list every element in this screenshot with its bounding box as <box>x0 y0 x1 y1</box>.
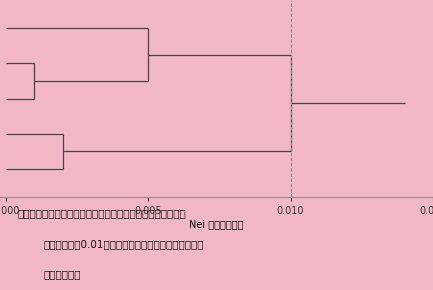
Text: されている）: されている） <box>43 270 81 280</box>
X-axis label: Nei の遠伝的距離: Nei の遠伝的距離 <box>189 219 244 229</box>
Text: （遠伝的距離0.01が地方品種レベルでの遠伝的違いと: （遠伝的距離0.01が地方品種レベルでの遠伝的違いと <box>43 239 204 249</box>
Text: 図２　ナマズ地域集団間の遠伝的類縁関係を示す枝分かれ図: 図２ ナマズ地域集団間の遠伝的類縁関係を示す枝分かれ図 <box>17 208 186 218</box>
